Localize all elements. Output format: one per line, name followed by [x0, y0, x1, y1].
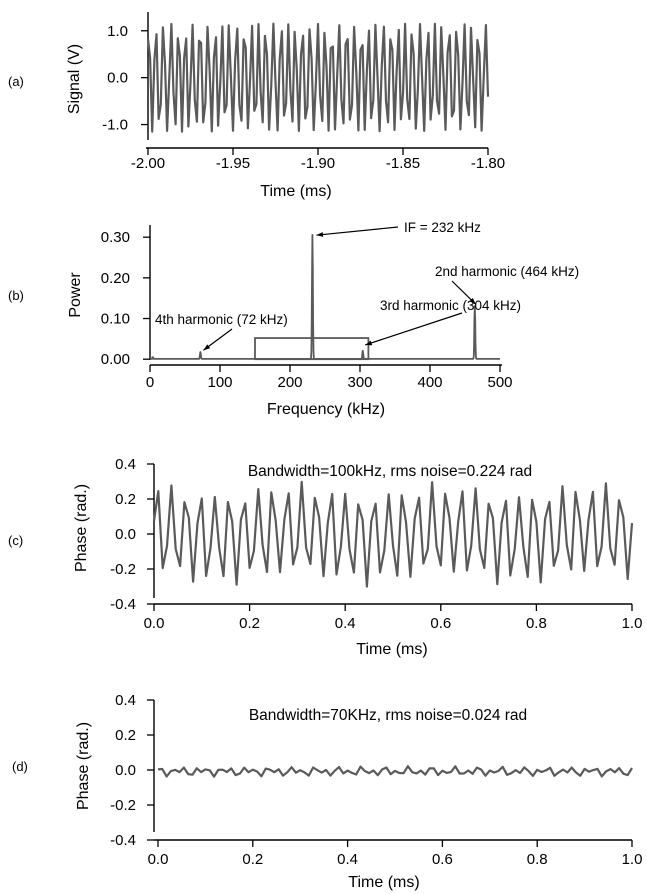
x-tick-label: 0.4: [337, 851, 358, 868]
panel-a: (a) Signal (V) Time (ms) 1.0 0.0 -1.0 -2.0…: [8, 12, 505, 200]
x-tick-label: 0.6: [430, 615, 451, 632]
y-tick-label: 0.4: [115, 456, 136, 473]
y-tick-label: 0.10: [101, 311, 130, 328]
x-tick-label: 100: [207, 374, 232, 391]
plot-title-c: Bandwidth=100kHz, rms noise=0.224 rad: [248, 463, 532, 480]
spectrum-trace: [149, 233, 501, 360]
x-tick-label: 0.4: [335, 615, 356, 632]
x-tick-label: 0.8: [527, 851, 548, 868]
y-tick-label: 0.0: [115, 526, 136, 543]
y-tick-label: 0.2: [115, 727, 136, 744]
peak-annotation: 2nd harmonic (464 kHz): [435, 264, 579, 279]
annotation-arrow: [316, 226, 399, 236]
annotation-arrowhead: [365, 340, 373, 346]
y-tick-label: -0.4: [110, 596, 136, 613]
panel-d: (d) Bandwidth=70KHz, rms noise=0.024 rad…: [12, 692, 642, 891]
x-axis-label-d: Time (ms): [348, 874, 419, 891]
x-tick-label: 400: [417, 374, 442, 391]
y-tick-label: 0.00: [101, 351, 130, 368]
panel-label-c: (c): [8, 533, 23, 548]
peak-annotation: 4th harmonic (72 kHz): [155, 312, 288, 327]
x-tick-label: 0.8: [526, 615, 547, 632]
phase-trace-d: [157, 765, 633, 778]
y-tick-label: 0.20: [101, 270, 130, 287]
x-tick-label: 1.0: [622, 615, 643, 632]
x-tick-label: 0.2: [242, 851, 263, 868]
x-tick-label: 1.0: [622, 851, 643, 868]
x-tick-label: -1.85: [386, 155, 420, 172]
y-tick-label: -0.2: [110, 561, 136, 578]
annotation-arrowhead: [316, 232, 324, 237]
y-tick-label: 0.30: [101, 229, 130, 246]
y-axis-label-b: Power: [67, 272, 84, 318]
panel-b: (b) Power Frequency (kHz) 0.00 0.10 0.20 0.…: [8, 220, 579, 418]
y-tick-label: -1.0: [102, 117, 128, 134]
x-axis-label-a: Time (ms): [260, 183, 331, 200]
x-tick-label: 0.0: [148, 851, 169, 868]
phase-trace-c: [152, 480, 634, 588]
peak-annotation: 3rd harmonic (304 kHz): [380, 298, 521, 313]
x-tick-label: -1.95: [216, 155, 250, 172]
x-axis-label-b: Frequency (kHz): [267, 401, 385, 418]
x-tick-label: -1.90: [301, 155, 335, 172]
x-tick-label: 0: [146, 374, 154, 391]
y-axis-label-d: Phase (rad.): [75, 722, 92, 810]
panel-label-d: (d): [12, 759, 28, 774]
x-tick-label: 0.0: [144, 615, 165, 632]
panel-label-b: (b): [8, 288, 24, 303]
x-axis-label-c: Time (ms): [356, 641, 427, 658]
y-tick-label: 0.2: [115, 491, 136, 508]
x-tick-label: -1.80: [471, 155, 505, 172]
annotation-arrow: [365, 312, 463, 346]
y-tick-label: 1.0: [107, 23, 128, 40]
panel-label-a: (a): [8, 74, 24, 89]
y-tick-label: -0.4: [110, 832, 136, 849]
peak-annotation: IF = 232 kHz: [404, 220, 481, 235]
panel-c: (c) Bandwidth=100kHz, rms noise=0.224 ra…: [8, 456, 642, 658]
plot-title-d: Bandwidth=70KHz, rms noise=0.024 rad: [249, 707, 527, 724]
y-axis-label-c: Phase (rad.): [73, 484, 90, 572]
x-tick-label: 0.2: [239, 615, 260, 632]
x-tick-label: 300: [347, 374, 372, 391]
x-tick-label: 200: [277, 374, 302, 391]
x-tick-label: -2.00: [131, 155, 165, 172]
signal-trace-a: [146, 22, 490, 133]
y-tick-label: 0.0: [115, 762, 136, 779]
annotation-arrowhead: [469, 298, 476, 305]
y-axis-label-a: Signal (V): [66, 44, 83, 114]
annotation-arrowhead: [203, 344, 211, 351]
x-tick-label: 500: [487, 374, 512, 391]
y-tick-label: 0.4: [115, 692, 136, 709]
y-tick-label: -0.2: [110, 797, 136, 814]
x-tick-label: 0.6: [432, 851, 453, 868]
y-tick-label: 0.0: [107, 70, 128, 87]
